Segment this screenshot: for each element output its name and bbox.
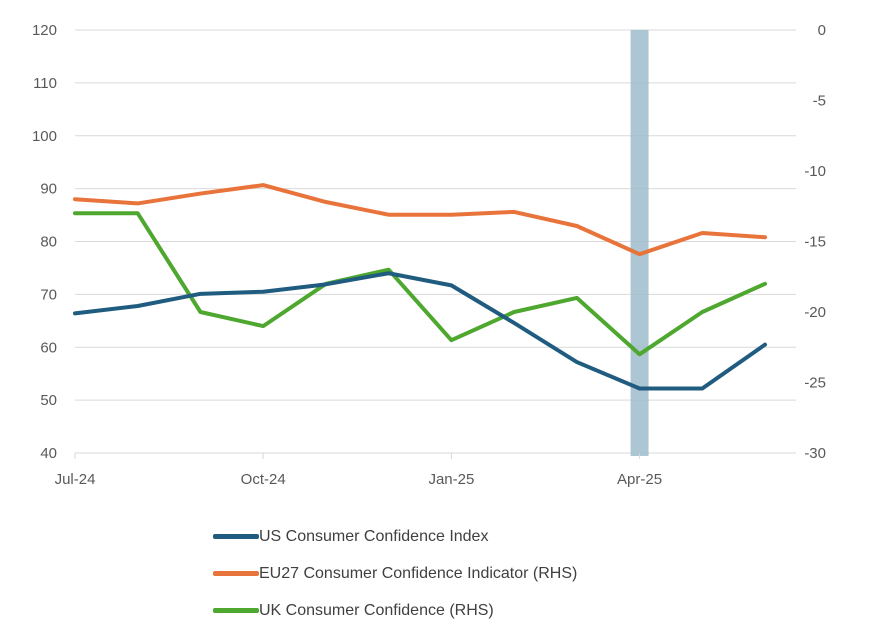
left-tick-label: 70 xyxy=(40,286,57,303)
left-tick-label: 40 xyxy=(40,445,57,462)
line-chart: 120 110 100 90 80 70 60 50 40 0 -5 -10 -15 -20 -25 -30… xyxy=(32,22,826,488)
x-tick-label: Apr-25 xyxy=(617,471,662,488)
left-tick-label: 120 xyxy=(32,22,57,39)
right-tick-label: -15 xyxy=(804,234,826,251)
right-tick-label: -30 xyxy=(804,445,826,462)
right-axis-ticks: 0 -5 -10 -15 -20 -25 -30 xyxy=(804,22,826,462)
legend-item-eu27: EU27 Consumer Confidence Indicator (RHS) xyxy=(213,555,577,592)
series-line-us xyxy=(73,271,768,391)
x-tick-label: Jan-25 xyxy=(428,471,474,488)
legend-item-us: US Consumer Confidence Index xyxy=(213,518,577,555)
left-tick-label: 110 xyxy=(33,75,57,92)
right-tick-label: 0 xyxy=(818,22,826,39)
right-tick-label: -5 xyxy=(813,93,826,110)
left-tick-label: 90 xyxy=(40,181,57,198)
legend-swatch-us xyxy=(213,534,259,539)
left-tick-label: 60 xyxy=(40,339,57,356)
x-tick-label: Jul-24 xyxy=(55,471,96,488)
left-axis-ticks: 120 110 100 90 80 70 60 50 40 xyxy=(32,22,57,462)
legend-item-uk: UK Consumer Confidence (RHS) xyxy=(213,592,577,629)
highlight-bar xyxy=(630,30,649,456)
series-line-eu27 xyxy=(73,183,768,257)
legend-swatch-uk xyxy=(213,608,259,613)
left-tick-label: 50 xyxy=(40,392,57,409)
x-axis-ticks: Jul-24 Oct-24 Jan-25 Apr-25 xyxy=(55,453,662,488)
legend-swatch-eu27 xyxy=(213,571,259,576)
legend-label-eu27: EU27 Consumer Confidence Indicator (RHS) xyxy=(259,564,578,582)
right-tick-label: -25 xyxy=(804,375,826,392)
legend-label-us: US Consumer Confidence Index xyxy=(259,527,489,545)
legend-label-uk: UK Consumer Confidence (RHS) xyxy=(259,601,494,619)
left-tick-label: 80 xyxy=(40,234,57,251)
series-lines xyxy=(73,183,768,391)
right-tick-label: -10 xyxy=(804,163,826,180)
series-line-uk xyxy=(73,211,768,357)
right-tick-label: -20 xyxy=(804,304,826,321)
left-tick-label: 100 xyxy=(32,128,57,145)
legend: US Consumer Confidence Index EU27 Consum… xyxy=(213,518,577,629)
x-tick-label: Oct-24 xyxy=(241,471,286,488)
